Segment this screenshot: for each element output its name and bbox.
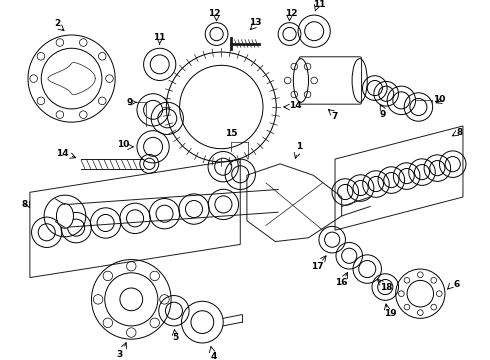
Text: 12: 12	[285, 9, 298, 18]
Text: 10: 10	[433, 95, 445, 104]
Text: 9: 9	[379, 110, 386, 119]
Ellipse shape	[56, 204, 74, 228]
Text: 8: 8	[21, 200, 27, 209]
Text: 9: 9	[126, 98, 133, 107]
Text: 12: 12	[208, 9, 221, 18]
Text: 14: 14	[289, 100, 301, 109]
Text: 14: 14	[56, 149, 69, 158]
Text: 19: 19	[384, 309, 396, 318]
Text: 13: 13	[249, 18, 262, 27]
Text: 10: 10	[117, 140, 129, 149]
Text: 11: 11	[313, 0, 325, 9]
Text: 15: 15	[224, 129, 237, 138]
Text: 11: 11	[153, 33, 166, 42]
Text: 3: 3	[117, 350, 123, 359]
Text: 5: 5	[172, 333, 179, 342]
Ellipse shape	[294, 59, 309, 102]
Text: 16: 16	[336, 278, 348, 287]
Text: 18: 18	[380, 283, 392, 292]
FancyBboxPatch shape	[299, 57, 362, 104]
Text: 8: 8	[457, 128, 463, 137]
Text: 1: 1	[296, 142, 302, 151]
Text: 4: 4	[211, 352, 217, 360]
Text: 7: 7	[332, 112, 338, 121]
Text: 2: 2	[54, 19, 60, 28]
Text: 6: 6	[453, 280, 460, 289]
Text: 17: 17	[311, 262, 323, 271]
